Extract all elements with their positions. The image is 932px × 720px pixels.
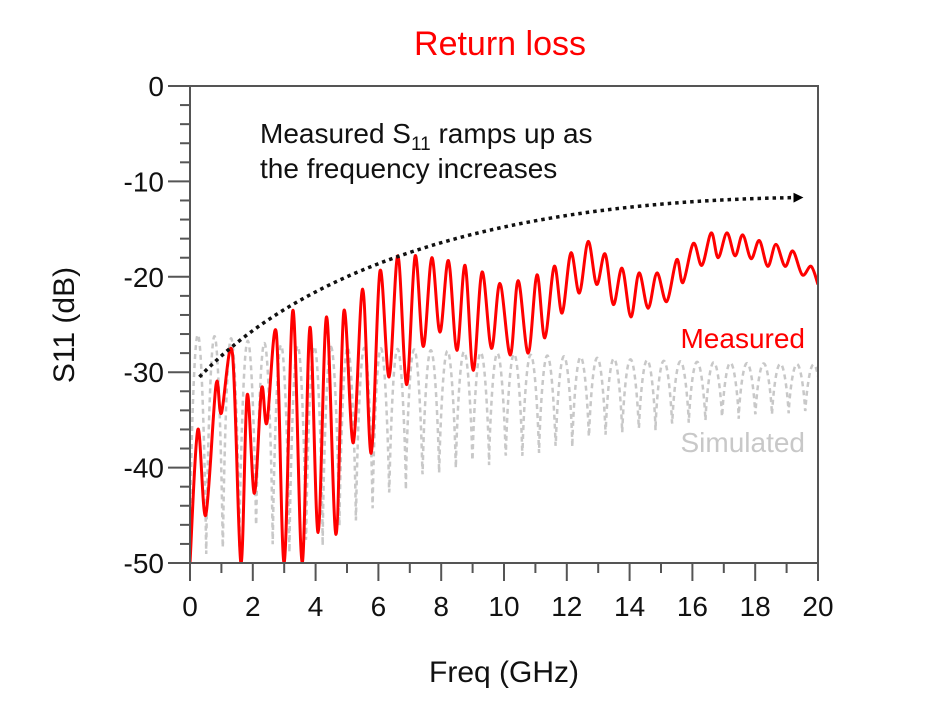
y-tick-label: 0 (148, 71, 164, 102)
x-tick-label: 8 (433, 591, 449, 622)
x-tick-label: 0 (182, 591, 198, 622)
series-simulated (190, 333, 818, 555)
x-tick-label: 20 (802, 591, 833, 622)
annotation: Measured S11 ramps up as the frequency i… (198, 118, 804, 379)
x-tick-label: 2 (245, 591, 261, 622)
y-tick-label: -50 (124, 548, 164, 579)
x-tick-label: 12 (551, 591, 582, 622)
y-axis-title: S11 (dB) (48, 267, 81, 383)
legend-simulated: Simulated (680, 427, 805, 458)
x-tick-label: 6 (371, 591, 387, 622)
series-layer (190, 231, 818, 563)
x-tick-label: 4 (308, 591, 324, 622)
x-tick-label: 18 (740, 591, 771, 622)
y-tick-label: -30 (124, 357, 164, 388)
series-measured (190, 231, 818, 563)
annotation-line-1: Measured S11 ramps up as (260, 118, 593, 155)
annotation-text-post: ramps up as (431, 118, 593, 149)
y-tick-label: -40 (124, 453, 164, 484)
annotation-arrow (198, 192, 804, 379)
x-axis: 0 2 4 6 8 10 12 14 16 18 20 (182, 563, 834, 622)
x-axis-title: Freq (GHz) (429, 656, 579, 689)
x-tick-label: 16 (677, 591, 708, 622)
annotation-line-2: the frequency increases (260, 153, 557, 184)
legend-measured: Measured (680, 323, 805, 354)
y-axis: 0 -10 -20 -30 -40 -50 (124, 71, 190, 579)
y-tick-label: -20 (124, 262, 164, 293)
x-tick-label: 10 (488, 591, 519, 622)
x-tick-label: 14 (614, 591, 645, 622)
annotation-subscript: 11 (411, 134, 431, 155)
annotation-text-pre: Measured S (260, 118, 411, 149)
chart-title: Return loss (414, 25, 586, 63)
y-tick-label: -10 (124, 166, 164, 197)
